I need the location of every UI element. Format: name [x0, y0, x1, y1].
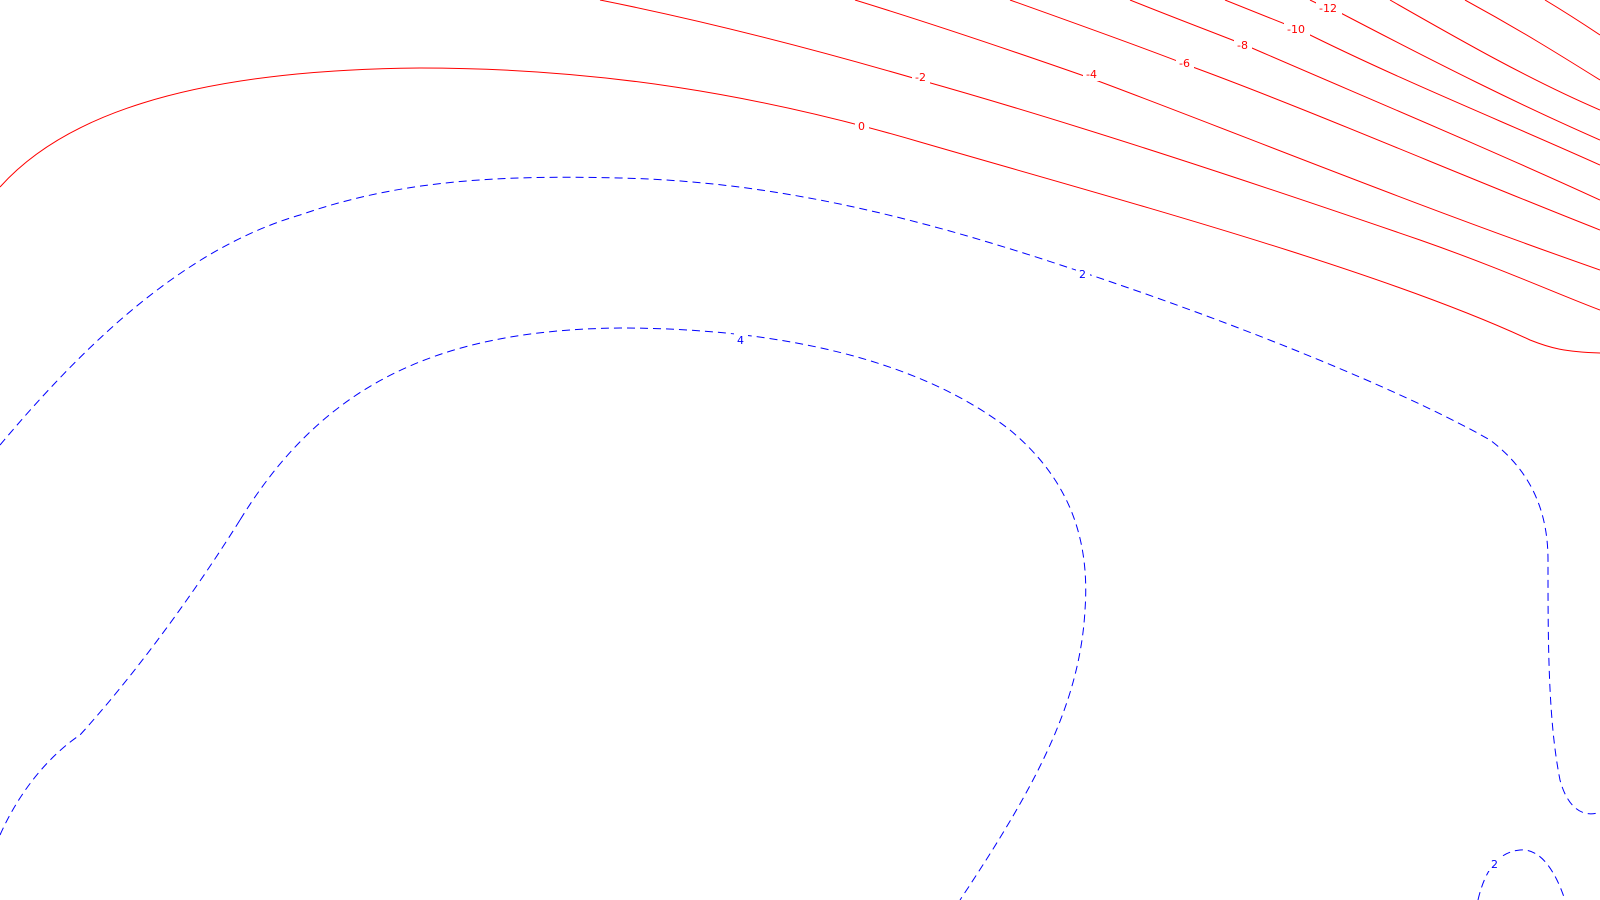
contour-line-2-outer	[0, 176, 1600, 815]
svg-text:-6: -6	[1179, 57, 1190, 70]
contour-line-2-left	[0, 519, 241, 836]
contour-label-2: 2	[1076, 267, 1090, 281]
svg-text:-4: -4	[1086, 68, 1097, 81]
contour-label-neg2: -2	[912, 70, 930, 84]
contour-label-4: 4	[734, 333, 748, 347]
contour-line-neg2	[599, 0, 1600, 311]
svg-text:2: 2	[1491, 858, 1498, 871]
contour-line-neg6	[1009, 0, 1600, 231]
contour-line-2-bottom	[1477, 849, 1566, 900]
svg-text:-8: -8	[1237, 39, 1248, 52]
contour-label-neg6: -6	[1176, 56, 1194, 70]
svg-text:2: 2	[1079, 268, 1086, 281]
contour-label-neg10: -10	[1284, 22, 1310, 36]
contour-line-neg14	[1389, 0, 1600, 111]
contour-line-neg4	[854, 0, 1600, 271]
contour-label-neg12: -12	[1316, 1, 1342, 15]
contour-label-0: 0	[855, 119, 869, 133]
contour-line-4	[239, 327, 1087, 900]
svg-text:0: 0	[858, 120, 865, 133]
contour-line-neg12	[1309, 0, 1600, 141]
contour-label-neg8: -8	[1234, 38, 1252, 52]
svg-text:4: 4	[737, 334, 744, 347]
contour-line-0	[0, 67, 1600, 354]
contour-label-2-bottom: 2	[1488, 857, 1502, 871]
contour-label-neg4: -4	[1083, 67, 1101, 81]
svg-text:-10: -10	[1287, 23, 1305, 36]
contour-line-neg10	[1224, 0, 1600, 166]
contour-line-neg8	[1129, 0, 1600, 201]
svg-text:-12: -12	[1319, 2, 1337, 15]
svg-text:-2: -2	[915, 71, 926, 84]
contour-line-neg18	[1544, 0, 1600, 36]
contour-line-neg16	[1464, 0, 1600, 81]
